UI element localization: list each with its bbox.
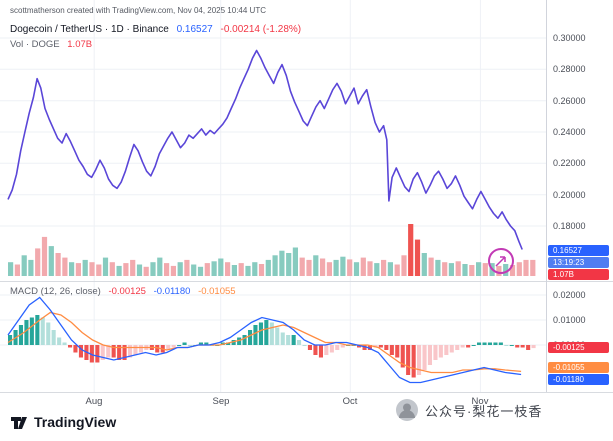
watermark-text: 公众号·梨花一枝香 bbox=[425, 403, 543, 419]
pane-separator[interactable] bbox=[0, 281, 613, 282]
price-axis-tick: 0.26000 bbox=[553, 96, 586, 106]
price-axis-tick: 0.18000 bbox=[553, 221, 586, 231]
time-axis-label-sep: Sep bbox=[212, 396, 230, 407]
time-scale[interactable]: Aug Sep Oct Nov bbox=[0, 392, 546, 414]
macd-histogram bbox=[8, 315, 536, 378]
price-line bbox=[7, 49, 523, 250]
price-change-value: -0.00214 (-1.28%) bbox=[220, 24, 302, 35]
volume-legend: Vol · DOGE 1.07B bbox=[10, 39, 92, 50]
tradingview-logo-icon bbox=[11, 417, 27, 429]
watermark-avatar-icon bbox=[396, 399, 418, 421]
time-axis-label-oct: Oct bbox=[342, 396, 358, 407]
price-axis-tick: 0.24000 bbox=[553, 127, 586, 137]
volume-badge: 1.07B bbox=[548, 269, 609, 280]
macd-line-value: -0.01180 bbox=[153, 286, 191, 297]
attribution-text: scottmatherson created with TradingView.… bbox=[10, 6, 266, 15]
last-price-badge: 0.16527 bbox=[548, 245, 609, 256]
time-axis-label-nov: Nov bbox=[471, 396, 489, 407]
axis-separator bbox=[0, 392, 613, 393]
macd-label[interactable]: MACD (12, 26, close) bbox=[10, 286, 101, 297]
last-price-value: 0.16527 bbox=[176, 24, 213, 35]
time-axis-label-aug: Aug bbox=[85, 396, 103, 407]
price-axis-tick: 0.28000 bbox=[553, 64, 586, 74]
price-scale[interactable]: 0.30000 0.28000 0.26000 0.24000 0.22000 0.200… bbox=[546, 0, 613, 392]
annotation-circle[interactable] bbox=[488, 248, 514, 274]
macd-axis-tick: 0.02000 bbox=[553, 290, 586, 300]
macd-hist-value: -0.00125 bbox=[108, 286, 146, 297]
macd-signal-value: -0.01055 bbox=[198, 286, 236, 297]
macd-pane[interactable]: MACD (12, 26, close) -0.00125 -0.01180 -… bbox=[0, 281, 546, 392]
price-axis-tick: 0.22000 bbox=[553, 158, 586, 168]
symbol-legend: Dogecoin / TetherUS · 1D · Binance 0.165… bbox=[10, 24, 301, 35]
price-axis-tick: 0.30000 bbox=[553, 33, 586, 43]
tradingview-brand-text: TradingView bbox=[34, 414, 117, 430]
tradingview-logo[interactable]: TradingView bbox=[10, 413, 116, 431]
volume-bars bbox=[8, 224, 536, 276]
volume-value: 1.07B bbox=[67, 39, 93, 50]
macd-hist-badge: -0.00125 bbox=[548, 342, 609, 353]
macd-axis-tick: 0.01000 bbox=[553, 315, 586, 325]
volume-label[interactable]: Vol · DOGE bbox=[10, 39, 60, 50]
price-chart bbox=[0, 0, 546, 281]
price-pane[interactable] bbox=[0, 0, 546, 281]
price-axis-tick: 0.20000 bbox=[553, 190, 586, 200]
macd-signal-line bbox=[7, 311, 522, 374]
watermark: 公众号·梨花一枝香 bbox=[396, 399, 542, 421]
macd-signal-badge: -0.01055 bbox=[548, 362, 609, 373]
symbol-title[interactable]: Dogecoin / TetherUS · 1D · Binance bbox=[10, 24, 169, 35]
macd-line-badge: -0.01180 bbox=[548, 374, 609, 385]
price-gridlines bbox=[0, 0, 546, 281]
macd-chart bbox=[0, 281, 546, 392]
bar-countdown-badge: 13:19:23 bbox=[548, 257, 609, 268]
macd-legend: MACD (12, 26, close) -0.00125 -0.01180 -… bbox=[10, 286, 236, 297]
macd-main-line bbox=[7, 296, 522, 384]
